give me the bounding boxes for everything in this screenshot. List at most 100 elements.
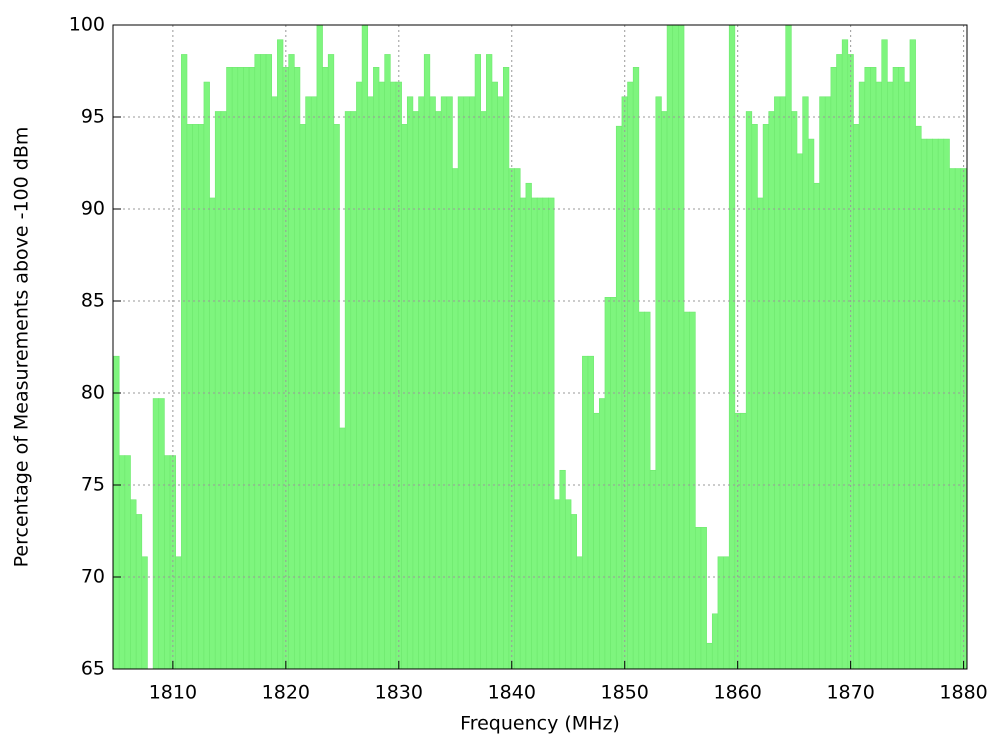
- bar: [412, 111, 419, 670]
- bar: [751, 124, 758, 670]
- bar: [333, 124, 340, 670]
- bar: [373, 67, 380, 670]
- bar: [322, 67, 329, 670]
- bar: [294, 67, 301, 670]
- bar: [926, 138, 933, 670]
- y-tick-label: 75: [81, 474, 105, 496]
- bar: [830, 67, 837, 670]
- bar: [678, 24, 685, 670]
- bar: [661, 111, 668, 670]
- bar: [271, 96, 278, 670]
- bar: [113, 355, 120, 670]
- bar: [683, 311, 690, 670]
- bar: [480, 111, 487, 670]
- bar: [723, 556, 730, 670]
- bar: [898, 67, 905, 670]
- bar: [305, 96, 312, 670]
- bar: [949, 168, 956, 670]
- bar: [186, 124, 193, 670]
- bar: [310, 96, 318, 670]
- x-tick-label: 1870: [826, 682, 874, 704]
- bar: [390, 81, 397, 670]
- bar: [757, 197, 764, 670]
- x-axis-label: Frequency (MHz): [460, 713, 620, 735]
- bar: [638, 311, 645, 670]
- bar: [779, 96, 786, 670]
- bar: [745, 111, 753, 670]
- bar: [717, 556, 724, 670]
- bar: [728, 24, 736, 670]
- bar: [610, 297, 617, 670]
- plot-frame: [112, 24, 968, 670]
- bar: [220, 111, 227, 670]
- bar: [666, 24, 674, 670]
- y-axis-label: Percentage of Measurements above -100 dB…: [11, 127, 33, 568]
- bar: [514, 168, 521, 670]
- bar: [243, 67, 250, 670]
- bar: [960, 168, 967, 670]
- bar: [932, 138, 939, 670]
- bar: [559, 469, 566, 670]
- bar: [887, 81, 894, 670]
- bar: [457, 96, 465, 670]
- bar: [892, 67, 899, 670]
- bar: [655, 96, 662, 670]
- bar: [158, 398, 165, 670]
- bar: [350, 111, 357, 670]
- bar: [367, 96, 374, 670]
- bar: [954, 168, 962, 670]
- bar: [695, 527, 702, 670]
- bar: [672, 24, 679, 670]
- bar: [565, 499, 572, 670]
- bar: [813, 182, 820, 670]
- bar: [118, 455, 126, 670]
- bar: [920, 138, 928, 670]
- bar: [152, 398, 160, 670]
- bar: [192, 124, 199, 670]
- bar: [904, 81, 911, 670]
- bar: [226, 67, 233, 670]
- y-tick-label: 100: [69, 14, 105, 36]
- bar: [525, 182, 532, 670]
- x-tick-label: 1820: [262, 682, 310, 704]
- y-tick-label: 85: [81, 290, 105, 312]
- bar: [141, 556, 148, 670]
- bar: [604, 297, 611, 670]
- bar: [435, 111, 442, 670]
- bar: [508, 168, 515, 670]
- bar: [785, 24, 792, 670]
- bar: [175, 556, 182, 670]
- bar: [463, 96, 470, 670]
- y-tick-label: 70: [81, 566, 105, 588]
- bar: [339, 427, 346, 670]
- bar: [943, 138, 950, 670]
- y-tick-label: 80: [81, 382, 105, 404]
- x-tick-label: 1830: [375, 682, 423, 704]
- bar: [237, 67, 244, 670]
- bar: [582, 355, 589, 670]
- bar: [130, 499, 137, 670]
- bar: [615, 125, 623, 670]
- y-tick-label: 65: [81, 658, 105, 680]
- bar: [164, 455, 171, 670]
- bar: [446, 96, 453, 670]
- bar: [711, 613, 719, 670]
- bar: [418, 96, 425, 670]
- x-tick-label: 1850: [601, 682, 649, 704]
- bar: [841, 39, 849, 670]
- bar: [135, 514, 143, 670]
- bar: [231, 67, 239, 670]
- bar: [299, 124, 306, 670]
- bar: [706, 642, 713, 670]
- bar: [542, 197, 549, 670]
- bar: [531, 197, 538, 670]
- bar: [915, 125, 922, 670]
- bar: [881, 39, 888, 670]
- bar: [819, 96, 826, 670]
- bar: [762, 124, 770, 670]
- bar: [807, 138, 815, 670]
- bar: [796, 153, 803, 670]
- bar: [621, 96, 628, 670]
- bar: [649, 469, 657, 670]
